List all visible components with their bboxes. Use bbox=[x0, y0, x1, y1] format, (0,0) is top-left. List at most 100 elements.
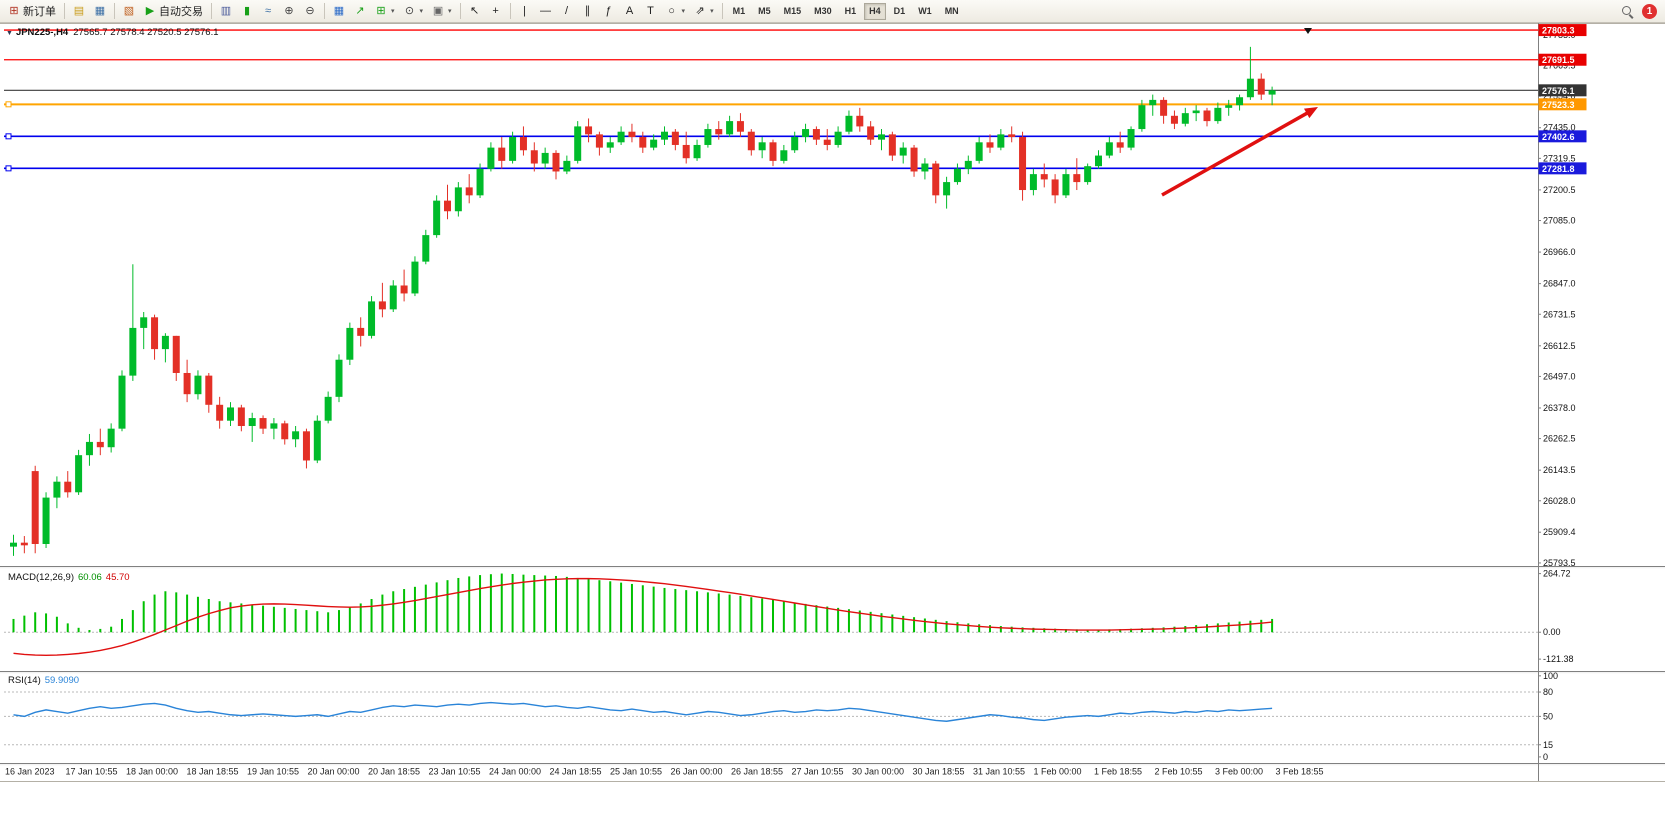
indicators-icon: ↗ bbox=[355, 4, 365, 17]
fibonacci-button[interactable]: ƒ bbox=[599, 2, 619, 21]
price-badge-label: 27402.6 bbox=[1542, 132, 1575, 142]
time-axis-label: 27 Jan 10:55 bbox=[792, 767, 844, 777]
periods-button[interactable]: ⊙ ▾ bbox=[400, 2, 428, 21]
indicators-button[interactable]: ↗ bbox=[350, 2, 370, 21]
arrows-button[interactable]: ⇗ ▾ bbox=[690, 2, 718, 21]
new-order-button[interactable]: ⊞ 新订单 bbox=[4, 2, 60, 21]
time-axis-label: 30 Jan 18:55 bbox=[913, 767, 965, 777]
timeframe-h4-button[interactable]: H4 bbox=[864, 2, 886, 20]
timeframe-h1-button[interactable]: H1 bbox=[840, 3, 862, 20]
autotrading-button[interactable]: ▶ 自动交易 bbox=[140, 2, 207, 21]
add-indicator-button[interactable]: ⊞ ▾ bbox=[371, 2, 399, 21]
time-axis-label: 26 Jan 18:55 bbox=[731, 767, 783, 777]
text-button[interactable]: A bbox=[620, 2, 640, 21]
arrow-tool-icon: ⇗ bbox=[695, 4, 705, 17]
time-axis-label: 26 Jan 00:00 bbox=[671, 767, 723, 777]
timeframe-d1-button[interactable]: D1 bbox=[889, 3, 911, 20]
toolbar-separator bbox=[324, 3, 325, 19]
toolbar-separator bbox=[459, 3, 461, 19]
data-window-button[interactable]: ▦ bbox=[90, 2, 110, 21]
tile-windows-button[interactable]: ▦ bbox=[329, 2, 349, 21]
price-badge-label: 27281.8 bbox=[1542, 164, 1575, 174]
trend-arrow-annotation[interactable] bbox=[1161, 108, 1314, 197]
line-handle[interactable] bbox=[5, 101, 12, 108]
price-badge-label: 27691.5 bbox=[1542, 55, 1575, 65]
time-axis-label: 3 Feb 00:00 bbox=[1215, 767, 1263, 777]
macd-main-value: 60.06 bbox=[78, 572, 102, 583]
notification-badge[interactable]: 1 bbox=[1642, 3, 1657, 19]
price-tick-label: 26731.5 bbox=[1543, 309, 1576, 319]
price-tick-label: 26028.0 bbox=[1543, 496, 1576, 506]
dropdown-caret-icon: ▾ bbox=[419, 8, 424, 15]
template-icon: ▣ bbox=[432, 4, 444, 17]
rsi-line bbox=[13, 701, 1273, 722]
crosshair-button[interactable]: + bbox=[486, 2, 506, 21]
label-icon: T bbox=[647, 4, 654, 17]
macd-indicator-label: MACD(12,26,9) 60.06 45.70 bbox=[8, 572, 130, 583]
price-tick-label: 27200.5 bbox=[1543, 185, 1576, 195]
price-tick-label: 27319.5 bbox=[1543, 153, 1576, 163]
cursor-button[interactable]: ↖ bbox=[465, 2, 485, 21]
down-triangle-marker[interactable] bbox=[1304, 28, 1312, 34]
line-chart-icon: ≈ bbox=[264, 4, 272, 17]
timeframe-m30-button[interactable]: M30 bbox=[809, 3, 837, 20]
timeframe-w1-button[interactable]: W1 bbox=[913, 3, 937, 20]
time-axis-label: 1 Feb 18:55 bbox=[1094, 767, 1142, 777]
time-axis-label: 24 Jan 00:00 bbox=[489, 767, 541, 777]
label-button[interactable]: T bbox=[641, 2, 661, 21]
search-icon[interactable] bbox=[1620, 4, 1635, 19]
timeframe-m15-button[interactable]: M15 bbox=[779, 3, 807, 20]
zoom-in-icon: ⊕ bbox=[284, 4, 294, 17]
tile-windows-icon: ▦ bbox=[333, 4, 345, 17]
trendline-button[interactable]: / bbox=[557, 2, 577, 21]
indicator-add-icon: ⊞ bbox=[376, 4, 386, 17]
text-icon: A bbox=[625, 4, 634, 17]
chart-menu-icon[interactable]: ▼ bbox=[6, 30, 13, 37]
timeframe-m1-button[interactable]: M1 bbox=[728, 3, 751, 20]
time-axis-label: 20 Jan 18:55 bbox=[368, 767, 420, 777]
top-toolbar: ⊞ 新订单 ▤ ▦ ▧ ▶ 自动交易 ▥ ▮ ≈ ⊕ ⊖ ▦ ↗ ⊞ ▾ ⊙ ▾ ▣ ▾ ↖ + | — / ∥ ƒ A T ○ ▾ ⇗ ▾ M1… bbox=[0, 0, 1665, 23]
time-axis-label: 25 Jan 10:55 bbox=[610, 767, 662, 777]
price-badge-label: 27803.3 bbox=[1542, 26, 1575, 36]
navigator-icon: ▧ bbox=[123, 4, 135, 17]
candlestick-chart-icon: ▮ bbox=[243, 4, 251, 17]
price-tick-label: 25909.4 bbox=[1543, 527, 1576, 537]
bar-chart-button[interactable]: ▥ bbox=[216, 2, 236, 21]
time-axis-label: 3 Feb 18:55 bbox=[1276, 767, 1324, 777]
price-tick-label: 27085.0 bbox=[1543, 216, 1576, 226]
dropdown-caret-icon: ▾ bbox=[681, 8, 686, 15]
line-handle[interactable] bbox=[5, 165, 12, 172]
time-axis-label: 16 Jan 2023 bbox=[5, 767, 55, 777]
price-badge bbox=[1538, 130, 1587, 143]
chart-canvas[interactable]: 27785.027669.527554.027435.027319.527200… bbox=[0, 23, 1665, 835]
time-axis-label: 24 Jan 18:55 bbox=[550, 767, 602, 777]
horizontal-line-button[interactable]: — bbox=[536, 2, 556, 21]
timeframe-m5-button[interactable]: M5 bbox=[753, 3, 776, 20]
shapes-icon: ○ bbox=[668, 4, 675, 17]
zoom-in-button[interactable]: ⊕ bbox=[279, 2, 299, 21]
price-tick-label: 27435.0 bbox=[1543, 123, 1576, 133]
shapes-button[interactable]: ○ ▾ bbox=[662, 2, 690, 21]
candlestick-series bbox=[10, 46, 1276, 556]
rsi-tick-label: 80 bbox=[1543, 687, 1553, 697]
vertical-line-button[interactable]: | bbox=[515, 2, 535, 21]
market-watch-button[interactable]: ▤ bbox=[69, 2, 89, 21]
price-badge bbox=[1538, 98, 1587, 111]
macd-name: MACD(12,26,9) bbox=[8, 572, 74, 583]
price-tick-label: 26262.5 bbox=[1543, 434, 1576, 444]
chart-ohlc-values: 27565.7 27578.4 27520.5 27576.1 bbox=[73, 27, 219, 38]
line-chart-button[interactable]: ≈ bbox=[258, 2, 278, 21]
line-handle[interactable] bbox=[5, 133, 12, 140]
toolbar-separator bbox=[509, 3, 511, 19]
dropdown-caret-icon: ▾ bbox=[710, 8, 714, 15]
timeframe-mn-button[interactable]: MN bbox=[940, 3, 964, 20]
channel-button[interactable]: ∥ bbox=[578, 2, 598, 21]
candlestick-chart-button[interactable]: ▮ bbox=[237, 2, 257, 21]
fibonacci-icon: ƒ bbox=[605, 4, 612, 17]
zoom-out-button[interactable]: ⊖ bbox=[300, 2, 320, 21]
templates-button[interactable]: ▣ ▾ bbox=[428, 2, 456, 21]
zoom-out-icon: ⊖ bbox=[305, 4, 315, 17]
chart-symbol-period: JPN225-,H4 bbox=[15, 27, 69, 38]
navigator-button[interactable]: ▧ bbox=[119, 2, 139, 21]
clock-icon: ⊙ bbox=[404, 4, 415, 17]
